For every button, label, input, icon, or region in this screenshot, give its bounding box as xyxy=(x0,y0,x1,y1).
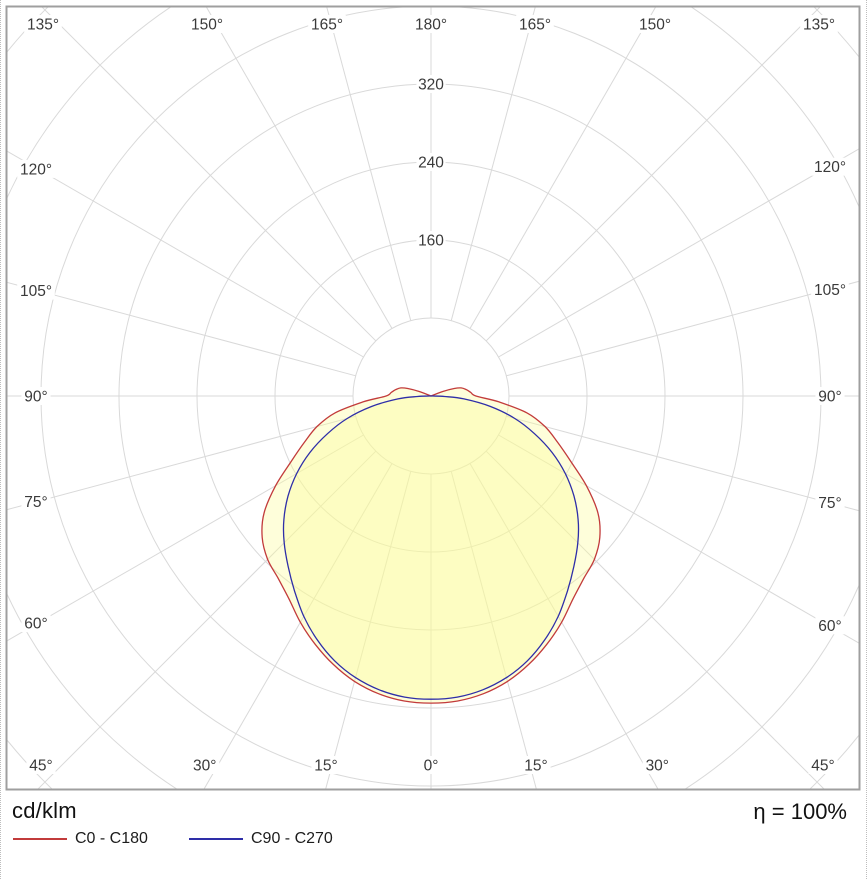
angle-label: 120° xyxy=(814,159,846,176)
legend-line-red xyxy=(13,838,67,840)
angle-label: 105° xyxy=(20,283,52,300)
angle-label: 30° xyxy=(193,758,216,775)
angle-label-bg xyxy=(24,15,62,33)
grid-spoke xyxy=(7,150,364,358)
angle-label: 45° xyxy=(29,758,52,775)
radial-tick-label-bg xyxy=(416,75,446,93)
angle-label: 60° xyxy=(818,618,841,635)
distribution-fill-c90-c270 xyxy=(283,396,579,700)
grid-spokes xyxy=(7,7,859,789)
units-label: cd/klm xyxy=(12,798,77,823)
angle-label-bg xyxy=(311,756,341,774)
grid-spoke xyxy=(325,471,412,789)
angle-label: 165° xyxy=(519,17,551,34)
angle-label-bg xyxy=(815,387,845,405)
angle-label-bg xyxy=(17,281,55,300)
distribution-fill-c0-c180 xyxy=(261,387,601,704)
angle-label: 135° xyxy=(803,17,835,34)
angle-label: 135° xyxy=(27,17,59,34)
angle-label: 30° xyxy=(646,758,669,775)
angle-label-bg xyxy=(21,492,51,511)
angle-label: 15° xyxy=(524,758,547,775)
polar-grid xyxy=(7,7,859,789)
angle-label: 60° xyxy=(24,616,47,633)
grid-spoke xyxy=(450,471,537,789)
angle-label-bg xyxy=(188,15,226,33)
grid-spoke xyxy=(7,281,356,377)
legend-label-c90-c270: C90 - C270 xyxy=(251,830,333,847)
angle-label-bg xyxy=(815,616,845,635)
legend-item-c90-c270: C90 - C270 xyxy=(189,830,333,847)
grid-spoke xyxy=(7,434,364,642)
angle-label-bg xyxy=(808,756,838,774)
angle-label-bg xyxy=(516,15,554,33)
legend-line-blue xyxy=(189,838,243,840)
grid-spoke xyxy=(506,415,859,512)
grid-spoke xyxy=(469,7,656,329)
radial-tick-label-bg xyxy=(416,231,446,249)
angle-label: 75° xyxy=(24,494,47,511)
grid-spoke xyxy=(485,450,825,789)
page-edge-left xyxy=(0,0,1,879)
grid-spoke xyxy=(469,463,659,789)
legend-label-c0-c180: C0 - C180 xyxy=(75,830,148,847)
angle-label-bg xyxy=(815,493,845,512)
distribution-curve-c0-c180 xyxy=(261,387,601,704)
radial-tick-label: 160 xyxy=(418,233,444,250)
angle-label: 90° xyxy=(818,389,841,406)
grid-spoke xyxy=(506,280,859,377)
angle-label-bg xyxy=(308,15,346,33)
angle-label: 75° xyxy=(818,495,841,512)
angle-label-bg xyxy=(800,15,838,33)
angle-label: 15° xyxy=(314,758,337,775)
angle-label: 45° xyxy=(811,758,834,775)
angle-label: 90° xyxy=(24,389,47,406)
angle-label: 150° xyxy=(639,17,671,34)
angle-label-bg xyxy=(521,756,551,774)
angle-label-bg xyxy=(21,387,51,405)
angle-label: 120° xyxy=(20,161,52,178)
radial-tick-label: 320 xyxy=(418,77,444,94)
grid-spoke xyxy=(498,434,859,644)
angle-label-bg xyxy=(21,614,51,633)
grid-spoke xyxy=(203,463,393,789)
plot-border xyxy=(5,5,861,791)
angle-label-bg xyxy=(412,15,450,33)
grid-spoke xyxy=(206,7,393,329)
grid-spoke xyxy=(7,415,356,511)
angle-label-bg xyxy=(17,159,55,178)
polar-photometric-chart: 160 240 320 0° 15° 15° 30° 30° 45° 45° 60° 60° 75° 75… xyxy=(5,5,861,791)
angle-label: 150° xyxy=(191,17,223,34)
angle-label-bg xyxy=(420,756,442,774)
distribution-curve-c90-c270 xyxy=(282,395,580,700)
axis-labels: 160 240 320 0° 15° 15° 30° 30° 45° 45° 60° 60° 75° 75… xyxy=(17,15,849,775)
angle-label-bg xyxy=(26,756,56,774)
angle-label-bg xyxy=(811,280,849,299)
angle-label: 165° xyxy=(311,17,343,34)
angle-label-bg xyxy=(190,756,220,774)
radial-tick-label: 240 xyxy=(418,155,444,172)
grid-spoke xyxy=(450,7,536,321)
angle-label: 0° xyxy=(424,758,439,775)
angle-label-bg xyxy=(811,157,849,176)
efficiency-label: η = 100% xyxy=(753,799,847,824)
grid-spoke xyxy=(498,148,859,358)
radial-tick-label-bg xyxy=(416,153,446,171)
angle-label: 180° xyxy=(415,17,447,34)
legend-item-c0-c180: C0 - C180 xyxy=(13,830,148,847)
angle-label-bg xyxy=(642,756,672,774)
angle-label-bg xyxy=(636,15,674,33)
grid-spoke xyxy=(326,7,412,321)
grid-spoke xyxy=(37,450,377,789)
angle-label: 105° xyxy=(814,282,846,299)
distribution-curves xyxy=(261,387,601,704)
